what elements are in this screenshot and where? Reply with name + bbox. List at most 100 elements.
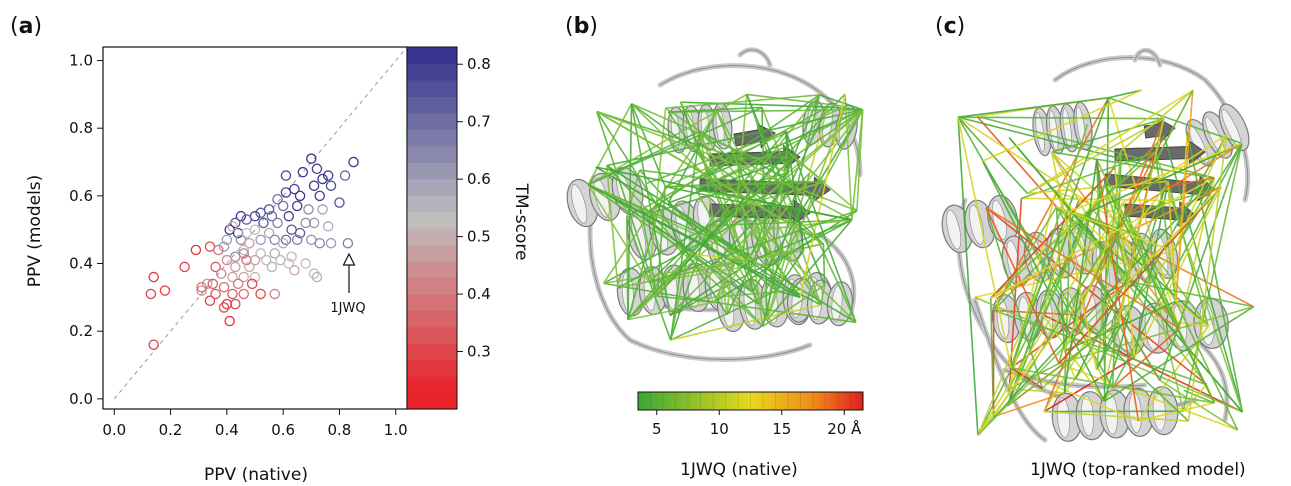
colorbar-step [407, 326, 457, 344]
scatter-point [258, 217, 269, 229]
colorbar-step [407, 129, 457, 147]
colorbar-tick-label: 0.3 [467, 343, 491, 361]
scatter-point [280, 187, 292, 198]
y-axis-label: PPV (models) [25, 175, 45, 288]
panel-a-label: (a) [10, 14, 43, 39]
scatter-point [317, 204, 328, 215]
panel-b-caption: 1JWQ (native) [680, 460, 798, 480]
scatter-point [266, 210, 278, 222]
colorbar-step [407, 376, 457, 394]
colorbar-frame [406, 46, 458, 410]
scatter-point [308, 217, 320, 229]
scatter-point [221, 234, 233, 246]
scatter-point [283, 210, 295, 222]
scatter-point [291, 200, 303, 212]
colorbar-step [407, 96, 457, 114]
scatter-point [232, 227, 244, 239]
colorbar-tick-label: 0.5 [467, 228, 491, 246]
colorbar-step [407, 277, 457, 295]
scatter-point [306, 153, 317, 164]
scatter-point [210, 288, 221, 300]
distance-tick-label: 20 Å [827, 419, 862, 438]
colorbar-step [407, 359, 457, 377]
distance-colorbar: 5 10 15 20 Å [637, 391, 864, 438]
x-tick-label: 0.2 [159, 421, 183, 439]
x-tick-label: 1.0 [384, 421, 408, 439]
scatter-point [289, 265, 300, 276]
colorbar-step [407, 63, 457, 81]
colorbar-step [407, 293, 457, 311]
y-tick-label: 0.4 [69, 255, 93, 273]
colorbar-step [407, 228, 457, 246]
scatter-point [249, 254, 261, 266]
scatter-point [218, 281, 230, 293]
scatter-point [246, 278, 258, 290]
scatter-point [218, 241, 230, 252]
scatter-point [201, 278, 213, 290]
distance-tick-label: 5 [652, 420, 662, 438]
colorbar-step [407, 260, 457, 278]
scatter-point [286, 251, 297, 263]
x-tick-label: 0.0 [102, 421, 126, 439]
scatter-point [159, 285, 171, 296]
panel-a-letter: a [18, 14, 34, 39]
scatter-point [227, 221, 238, 232]
scatter-point [311, 271, 323, 283]
scatter-point [227, 288, 238, 300]
scatter-point [348, 156, 359, 168]
contact-lines [957, 89, 1255, 436]
scatter-point [322, 170, 334, 181]
colorbar-step [407, 162, 457, 180]
scatter-point [238, 288, 249, 300]
loop-coil-edge [1054, 57, 1249, 201]
y-tick-label: 0.8 [69, 119, 93, 137]
scatter-point [230, 298, 241, 310]
colorbar-step [407, 211, 457, 229]
colorbar-step [407, 392, 457, 410]
scatter-point [213, 244, 224, 256]
scatter-point [255, 234, 266, 246]
panel-b-letter: b [573, 14, 590, 39]
scatter-point [294, 190, 306, 202]
scatter-point [221, 298, 233, 310]
scatter-point [334, 197, 345, 208]
scatter-point [272, 217, 283, 229]
scatter-point [145, 288, 157, 300]
colorbar-step [407, 112, 457, 130]
scatter-point [297, 166, 309, 178]
plot-area: 0.0 0.0 0.2 0.2 0.4 0.4 0.6 0.6 0.8 0.8 1.0 1.0 [69, 46, 408, 439]
distance-frame [637, 391, 864, 411]
scatter-point [215, 268, 227, 279]
colorbar-tick-label: 0.8 [467, 55, 491, 73]
panel-b-label: (b) [565, 14, 598, 39]
scatter-point [339, 170, 351, 181]
scatter-point [196, 285, 207, 296]
x-tick-label: 0.8 [328, 421, 352, 439]
tm-score-colorbar: 0.8 0.7 0.6 0.5 0.4 0.3 [406, 46, 491, 410]
scatter-point [263, 227, 275, 239]
panel-c-caption: 1JWQ (top-ranked model) [1030, 460, 1246, 480]
scatter-point [317, 173, 328, 185]
scatter-point [235, 210, 247, 222]
annotation-arrow [342, 252, 356, 293]
scatter-point [238, 244, 249, 256]
scatter-point [314, 237, 325, 249]
scatter-point [342, 237, 354, 249]
scatter-point [241, 214, 252, 225]
scatter-point [204, 295, 216, 306]
colorbar-tick-label: 0.4 [467, 285, 491, 303]
colorbar-step [407, 310, 457, 328]
scatter-point [308, 268, 320, 279]
scatter-point [283, 258, 295, 269]
x-axis-label: PPV (native) [204, 465, 308, 485]
helix-shape [1051, 386, 1179, 442]
x-tick-label: 0.6 [271, 421, 295, 439]
colorbar-step [407, 79, 457, 97]
scatter-point [269, 248, 280, 259]
panel-c-label: (c) [935, 14, 966, 39]
scatter-point [255, 207, 266, 219]
colorbar-step [407, 145, 457, 163]
scatter-point [308, 180, 320, 191]
scatter-point [244, 261, 255, 273]
native-structure-image [566, 47, 864, 362]
